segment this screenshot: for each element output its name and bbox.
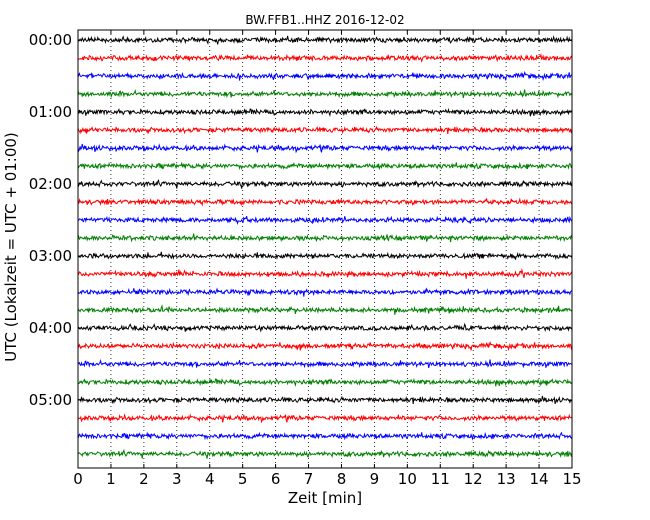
trace-line xyxy=(77,395,573,405)
y-tick-label: 03:00 xyxy=(29,247,72,265)
y-tick-label: 05:00 xyxy=(29,391,72,409)
trace-line xyxy=(77,304,573,315)
x-tick-label: 2 xyxy=(139,470,149,488)
trace-line xyxy=(77,358,573,369)
trace-line xyxy=(77,161,573,171)
trace-line xyxy=(77,268,573,279)
trace-line xyxy=(77,448,573,459)
trace-line xyxy=(77,431,573,441)
chart-title: BW.FFB1..HHZ 2016-12-02 xyxy=(245,13,404,27)
trace-line xyxy=(77,322,573,333)
trace-line xyxy=(77,70,573,82)
y-tick-label: 00:00 xyxy=(29,31,72,49)
trace-line xyxy=(77,377,573,387)
x-tick-label: 8 xyxy=(337,470,347,488)
x-tick-label: 7 xyxy=(304,470,314,488)
x-tick-label: 6 xyxy=(271,470,281,488)
trace-line xyxy=(77,215,573,226)
trace-line xyxy=(77,233,572,243)
x-tick-label: 13 xyxy=(497,470,516,488)
trace-line xyxy=(78,197,573,207)
x-tick-label: 10 xyxy=(398,470,417,488)
x-axis: 0 1 2 3 4 5 6 7 8 9 10 11 12 13 14 15 xyxy=(73,30,582,488)
trace-group xyxy=(77,35,573,459)
x-tick-label: 15 xyxy=(562,470,581,488)
x-axis-label: Zeit [min] xyxy=(288,489,362,507)
trace-line xyxy=(77,125,573,135)
y-axis: 00:00 01:00 02:00 03:00 04:00 05:00 xyxy=(29,31,572,409)
trace-line xyxy=(77,287,573,297)
trace-line xyxy=(77,53,573,63)
trace-line xyxy=(77,88,573,99)
trace-line xyxy=(77,35,573,45)
x-tick-label: 14 xyxy=(530,470,549,488)
trace-line xyxy=(77,107,573,117)
trace-line xyxy=(77,179,573,189)
x-tick-label: 1 xyxy=(106,470,116,488)
trace-line xyxy=(77,340,573,352)
x-tick-label: 5 xyxy=(238,470,248,488)
trace-line xyxy=(77,143,573,154)
plot-area xyxy=(78,30,572,468)
x-tick-label: 12 xyxy=(464,470,483,488)
x-tick-label: 3 xyxy=(172,470,182,488)
y-tick-label: 02:00 xyxy=(29,175,72,193)
trace-line xyxy=(78,251,573,261)
y-axis-label: UTC (Lokalzeit = UTC + 01:00) xyxy=(2,132,20,362)
x-tick-label: 0 xyxy=(73,470,83,488)
trace-line xyxy=(77,413,573,424)
plot-frame xyxy=(77,29,573,469)
x-tick-label: 4 xyxy=(205,470,215,488)
y-tick-label: 01:00 xyxy=(29,103,72,121)
y-tick-label: 04:00 xyxy=(29,319,72,337)
x-tick-label: 9 xyxy=(370,470,380,488)
x-tick-label: 11 xyxy=(431,470,450,488)
